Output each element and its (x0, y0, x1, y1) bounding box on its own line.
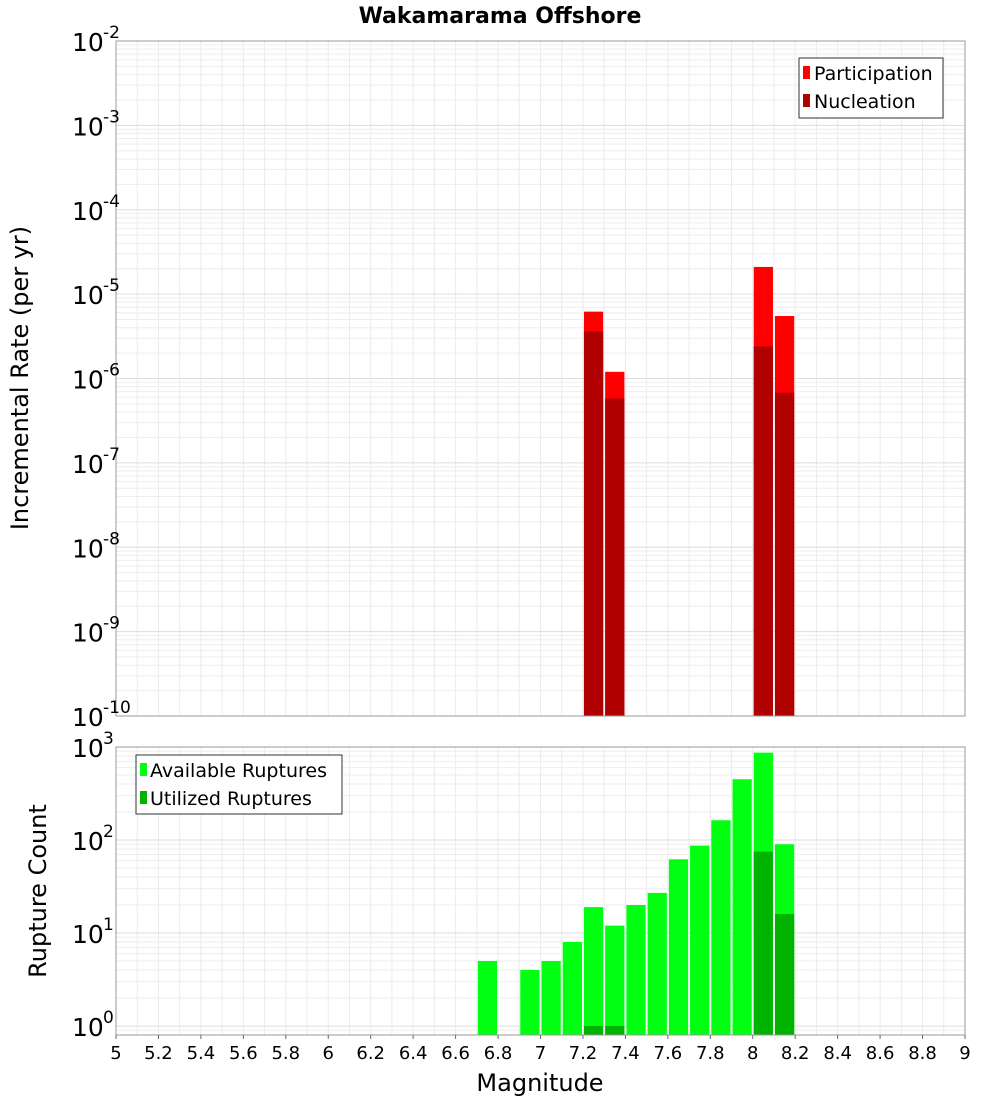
y-tick-exponent: -10 (103, 698, 131, 718)
legend-swatch-utilized (140, 791, 147, 804)
x-tick-label: 5.8 (271, 1043, 300, 1064)
y-tick-exponent: -5 (103, 276, 120, 296)
y-tick-exponent: -7 (103, 445, 120, 465)
count-bar-available-ruptures (477, 960, 498, 1035)
count-bar-utilized-ruptures (774, 914, 795, 1035)
rate-bar-nucleation (605, 398, 625, 716)
top-bars (583, 266, 795, 716)
y-tick-label: 10 (72, 703, 104, 732)
x-tick-label: 6.8 (484, 1043, 513, 1064)
legend-swatch-available (140, 763, 147, 776)
y-tick-exponent: -4 (103, 192, 120, 212)
x-tick-label: 5 (110, 1043, 121, 1064)
legend-label-nucleation: Nucleation (814, 91, 916, 113)
legend-label-utilized: Utilized Ruptures (150, 788, 312, 810)
top-legend: Participation Nucleation (798, 57, 944, 119)
y-tick-label: 10 (72, 197, 104, 226)
count-bar-available-ruptures (732, 779, 752, 1035)
y-tick-label: 10 (72, 920, 104, 949)
bottom-legend: Available Ruptures Utilized Ruptures (135, 754, 343, 815)
count-bar-available-ruptures (647, 892, 667, 1035)
x-tick-label: 6 (323, 1043, 334, 1064)
x-tick-label: 8.8 (908, 1043, 937, 1064)
y-tick-exponent: -2 (103, 23, 120, 43)
x-tick-label: 7.2 (569, 1043, 598, 1064)
x-tick-label: 5.4 (187, 1043, 216, 1064)
legend-label-participation: Participation (814, 63, 933, 85)
bottom-ylabel: Rupture Count (24, 804, 52, 978)
rate-bar-nucleation (583, 331, 604, 716)
y-tick-label: 10 (72, 534, 104, 563)
x-tick-label: 7 (535, 1043, 546, 1064)
count-bar-available-ruptures (668, 859, 689, 1035)
top-ylabel: Incremental Rate (per yr) (6, 226, 34, 530)
x-tick-label: 9 (959, 1043, 970, 1064)
y-tick-label: 10 (72, 366, 104, 395)
top-grid (115, 40, 965, 717)
x-tick-label: 8.4 (823, 1043, 852, 1064)
count-bar-available-ruptures (541, 960, 561, 1035)
x-tick-label: 8.6 (866, 1043, 895, 1064)
y-tick-label: 10 (72, 28, 104, 57)
x-tick-label: 5.6 (229, 1043, 258, 1064)
legend-swatch-nucleation (803, 94, 810, 107)
y-tick-label: 10 (72, 112, 104, 141)
y-tick-exponent: -8 (103, 529, 120, 549)
x-axis-label: Magnitude (476, 1069, 603, 1097)
x-tick-label: 7.8 (696, 1043, 725, 1064)
x-tick-label: 5.2 (144, 1043, 173, 1064)
count-bar-available-ruptures (605, 925, 625, 1035)
x-tick-label: 8 (747, 1043, 758, 1064)
count-bar-available-ruptures (520, 969, 540, 1035)
y-tick-label: 10 (72, 1013, 104, 1042)
count-bar-utilized-ruptures (605, 1025, 625, 1035)
count-bar-utilized-ruptures (583, 1025, 604, 1035)
y-tick-exponent: -9 (103, 614, 120, 634)
rate-bar-nucleation (753, 346, 773, 716)
y-tick-exponent: 1 (103, 915, 114, 935)
y-tick-label: 10 (72, 734, 104, 763)
y-tick-label: 10 (72, 827, 104, 856)
x-tick-label: 7.4 (611, 1043, 640, 1064)
chart-title: Wakamarama Offshore (359, 4, 642, 29)
count-bar-available-ruptures (562, 942, 582, 1035)
y-tick-exponent: -6 (103, 361, 120, 381)
y-tick-label: 10 (72, 450, 104, 479)
legend-label-available: Available Ruptures (150, 760, 327, 782)
y-tick-label: 10 (72, 281, 104, 310)
count-bar-available-ruptures (711, 820, 731, 1035)
x-tick-label: 6.4 (399, 1043, 428, 1064)
x-ticks: 5 5.2 5.4 5.6 5.8 6 6.2 6.4 6.6 6.8 7 7.2 7.4 7.6 7.8 8… (110, 1035, 971, 1064)
legend-swatch-participation (803, 66, 810, 79)
y-tick-exponent: 0 (103, 1008, 114, 1028)
count-bar-available-ruptures (626, 904, 646, 1035)
y-tick-exponent: -3 (103, 107, 120, 127)
y-tick-label: 10 (72, 619, 104, 648)
top-plot-frame (115, 40, 966, 717)
y-tick-exponent: 3 (103, 729, 114, 749)
rate-bar-nucleation (774, 392, 795, 716)
x-tick-label: 6.2 (356, 1043, 385, 1064)
x-tick-label: 8.2 (781, 1043, 810, 1064)
x-tick-label: 6.6 (441, 1043, 470, 1064)
x-tick-label: 7.6 (654, 1043, 683, 1064)
bottom-bars (477, 752, 795, 1035)
count-bar-available-ruptures (690, 845, 710, 1035)
count-bar-utilized-ruptures (753, 851, 773, 1035)
count-bar-available-ruptures (583, 907, 604, 1035)
y-tick-exponent: 2 (103, 822, 114, 842)
